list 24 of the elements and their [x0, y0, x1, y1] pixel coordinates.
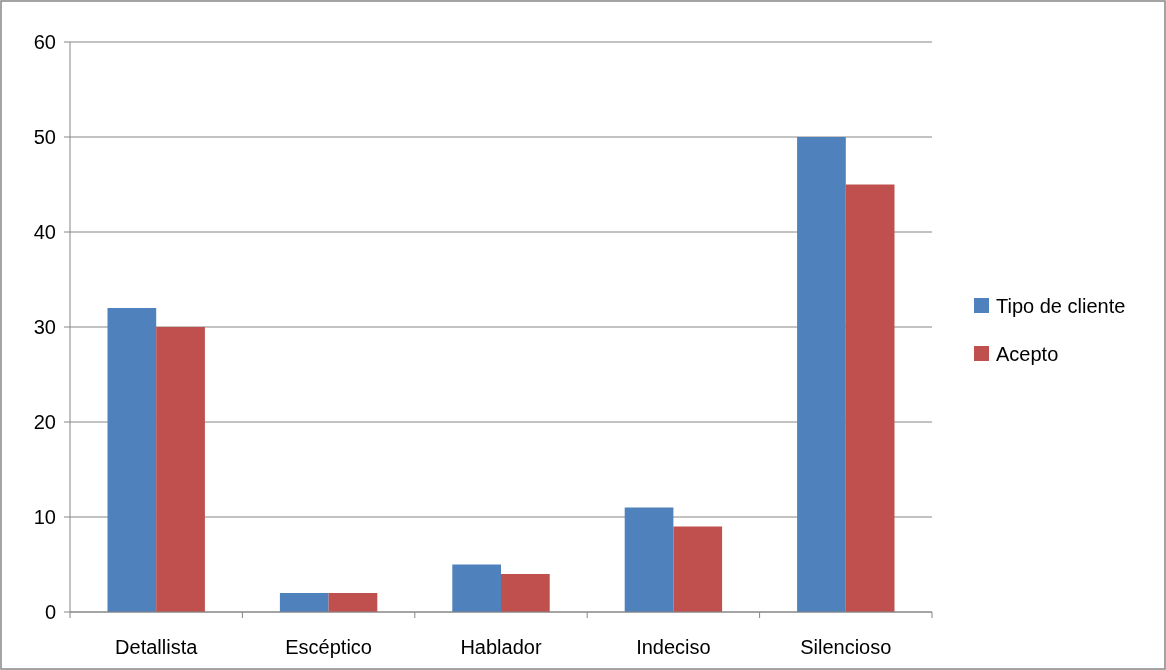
- bar: [279, 593, 329, 612]
- x-tick-label: Silencioso: [800, 636, 892, 658]
- x-tick-label: Indeciso: [636, 636, 711, 658]
- y-tick-label: 40: [33, 221, 56, 243]
- y-tick-label: 10: [33, 506, 56, 528]
- legend-label: Tipo de cliente: [996, 295, 1126, 317]
- bar: [156, 327, 205, 612]
- y-tick-label: 50: [33, 126, 56, 148]
- bar: [845, 184, 895, 612]
- x-tick-label: Escéptico: [285, 636, 372, 658]
- bar: [624, 507, 674, 612]
- bar: [501, 574, 550, 612]
- y-tick-label: 0: [44, 601, 56, 623]
- legend-label: Acepto: [996, 343, 1059, 365]
- x-tick-label: Hablador: [460, 636, 542, 658]
- x-tick-label: Detallista: [115, 636, 199, 658]
- bar: [328, 593, 378, 612]
- y-tick-label: 30: [33, 316, 56, 338]
- bar: [797, 137, 846, 612]
- bar: [107, 308, 157, 612]
- y-tick-label: 60: [33, 31, 56, 53]
- y-tick-label: 20: [33, 411, 56, 433]
- bar: [673, 526, 723, 612]
- bar: [452, 564, 501, 612]
